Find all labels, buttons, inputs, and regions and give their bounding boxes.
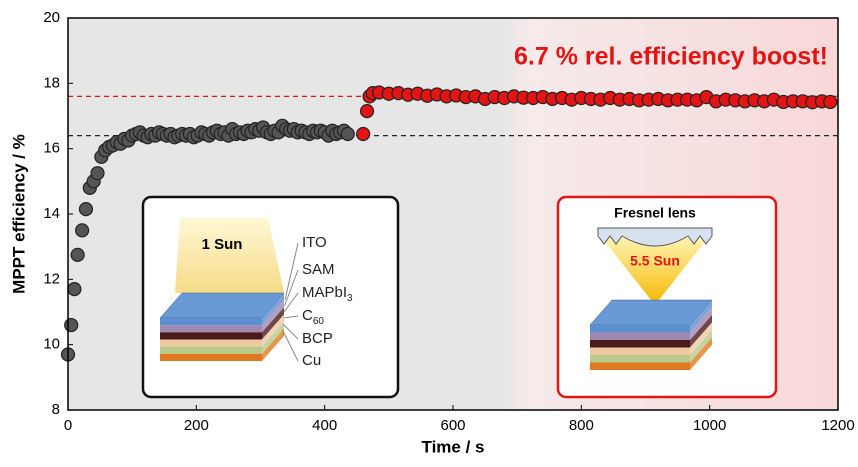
device-layer	[160, 346, 262, 354]
x-tick-label: 0	[64, 417, 72, 434]
device-layer	[590, 340, 690, 348]
y-tick-label: 18	[43, 74, 60, 91]
data-point	[64, 317, 79, 333]
leader-line	[282, 329, 299, 362]
device-layer	[590, 355, 690, 363]
device-layer	[590, 332, 690, 340]
device-layer	[160, 332, 262, 340]
inset-right: Fresnel lens 5.5 Sun	[556, 195, 778, 399]
device-layer-side	[690, 337, 712, 370]
layer-label: ITO	[302, 234, 327, 251]
data-point	[823, 94, 838, 110]
data-point	[67, 282, 82, 297]
device-layer	[160, 318, 262, 326]
device-layer-side	[690, 300, 712, 333]
data-point	[78, 202, 94, 217]
leader-line	[283, 315, 299, 319]
x-tick-label: 1000	[693, 417, 726, 434]
y-tick-label: 20	[43, 9, 60, 26]
leader-line	[284, 242, 299, 301]
layer-name: ITO	[302, 234, 327, 251]
layer-name: Cu	[302, 352, 321, 369]
device-layer-side	[262, 328, 284, 361]
device-layer-side	[262, 300, 284, 333]
x-axis-title: Time / s	[422, 437, 485, 456]
y-tick-label: 14	[43, 205, 60, 222]
x-tick-label: 1200	[821, 417, 854, 434]
y-tick-label: 8	[52, 401, 60, 418]
annotation: 6.7 % rel. efficiency boost!	[514, 43, 828, 71]
layer-label: Cu	[302, 352, 321, 369]
x-tick-label: 400	[312, 417, 337, 434]
device-layer	[590, 362, 690, 370]
light-label: 5.5 Sun	[630, 253, 680, 269]
device-layer-side	[262, 314, 284, 347]
x-tick-label: 800	[569, 417, 594, 434]
data-point	[70, 247, 85, 262]
device-layer	[590, 347, 690, 355]
y-tick-label: 16	[43, 140, 60, 157]
layer-label: SAM	[302, 261, 335, 278]
layer-name: SAM	[302, 261, 335, 278]
x-tick-label: 200	[184, 417, 209, 434]
layer-name: MAPbI	[302, 284, 347, 301]
leader-line	[283, 292, 299, 313]
layer-label: MAPbI3	[302, 284, 353, 304]
device-layer-side	[690, 330, 712, 363]
device-layer-side	[262, 307, 284, 340]
data-point	[90, 166, 105, 181]
device-layer-side	[690, 315, 712, 348]
x-tick-label: 600	[440, 417, 465, 434]
light-label: 1 Sun	[202, 236, 243, 253]
device-layer	[160, 353, 262, 361]
device-layer	[160, 325, 262, 333]
device-layer	[160, 339, 262, 347]
device-layer-side	[262, 321, 284, 354]
y-tick-label: 10	[43, 336, 60, 353]
layer-name: C	[302, 307, 313, 324]
device-layer	[590, 325, 690, 333]
inset-left: 1 Sun ITO SAM MAPbI3 C60 BCP Cu	[141, 195, 400, 399]
lens-label: Fresnel lens	[614, 205, 696, 221]
data-point	[359, 103, 375, 119]
device-layer-side	[690, 307, 712, 340]
device-layer-side	[690, 322, 712, 355]
data-point	[356, 126, 371, 142]
data-point	[75, 223, 90, 238]
layer-subscript: 3	[347, 293, 353, 304]
layer-label: C60	[302, 307, 324, 327]
leader-line	[284, 269, 299, 307]
y-axis-title: MPPT efficiency / %	[9, 134, 28, 294]
layer-label: BCP	[302, 330, 333, 347]
layer-name: BCP	[302, 330, 333, 347]
y-tick-label: 12	[43, 270, 60, 287]
device-layer-side	[262, 293, 284, 326]
leader-line	[282, 323, 299, 340]
data-point	[340, 126, 355, 142]
layer-subscript: 60	[313, 316, 325, 327]
